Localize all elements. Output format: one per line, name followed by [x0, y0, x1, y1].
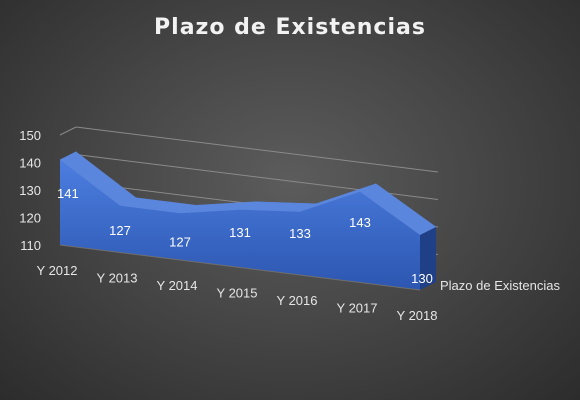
y-tick-label: 130 [19, 183, 41, 198]
data-label: 127 [169, 234, 191, 249]
y-tick-label: 110 [20, 238, 41, 253]
series-label: Plazo de Existencias [440, 278, 560, 293]
data-label: 133 [289, 226, 311, 241]
y-axis: 110 120 130 140 150 [19, 128, 41, 253]
area-series [59, 151, 437, 291]
x-axis: Y 2012 Y 2013 Y 2014 Y 2015 Y 2016 Y 2017 Y 20… [37, 263, 438, 323]
gridline-depth [59, 126, 77, 136]
area-end-cap [420, 227, 436, 290]
data-labels: 141 127 127 131 133 143 130 [57, 186, 433, 286]
y-tick-label: 150 [19, 128, 41, 143]
x-tick-label: Y 2018 [397, 308, 438, 323]
floor-edge [59, 244, 421, 291]
x-tick-label: Y 2014 [157, 278, 198, 293]
chart-title: Plazo de Existencias [154, 15, 426, 40]
x-tick-label: Y 2012 [37, 263, 78, 278]
legend: Plazo de Existencias [440, 278, 560, 293]
data-label: 143 [349, 215, 371, 230]
x-tick-label: Y 2015 [217, 286, 258, 301]
y-tick-label: 120 [19, 211, 41, 226]
y-tick-label: 140 [19, 156, 41, 171]
data-label: 127 [109, 223, 131, 238]
x-tick-label: Y 2016 [277, 293, 318, 308]
x-tick-label: Y 2013 [97, 271, 138, 286]
data-label: 141 [57, 186, 79, 201]
data-label: 130 [411, 271, 433, 286]
x-tick-label: Y 2017 [337, 301, 378, 316]
area-front-face [60, 159, 420, 290]
gridline [75, 126, 439, 173]
data-label: 131 [229, 225, 251, 240]
